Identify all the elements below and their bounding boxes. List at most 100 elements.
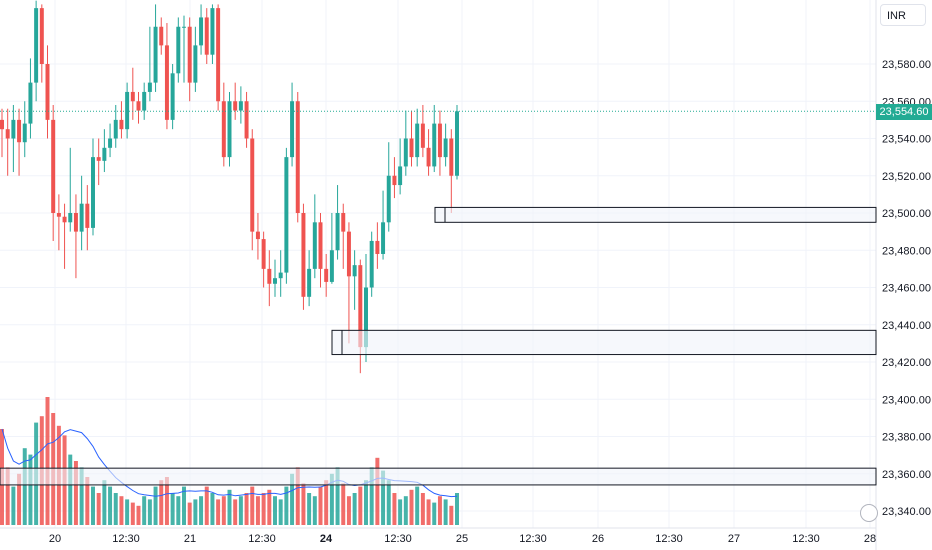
volume-bar [187,502,192,525]
time-tick-label: 12:30 [655,533,683,545]
candle [335,185,340,260]
volume-bar [227,489,232,525]
price-tick-label: 23,400.00 [882,394,931,406]
candle-body [443,138,448,158]
candle-body [79,203,84,232]
zone-rectangle[interactable] [434,206,877,223]
volume-bar [426,499,431,525]
time-tick-label: 12:30 [248,533,276,545]
price-tick-label: 23,340.00 [882,506,931,518]
candle [403,110,408,176]
candle-body [102,147,107,161]
candle-body [96,157,101,161]
volume-bar [386,480,391,525]
candle-body [369,240,374,288]
candle [426,129,431,176]
time-tick-label: 12:30 [384,533,412,545]
price-tick-label: 23,580.00 [882,59,931,71]
candle [22,101,27,158]
volume-bar [307,493,312,525]
candle [79,175,84,251]
candle [119,101,124,139]
time-tick-label: 12:30 [519,533,547,545]
candle-body [420,123,425,148]
volume-bar [443,499,448,525]
candle [221,82,226,167]
last-price-tag: 23,554.60 [876,104,932,120]
volume-bar [420,493,425,525]
candle-body [119,119,124,130]
candle [102,129,107,173]
candle [11,104,16,173]
time-axis[interactable]: 20 12:30 21 12:30 24 12:30 25 12:30 26 12:30 27 12:… [49,533,876,545]
candle-body [193,45,198,83]
candle [409,110,414,167]
volume-bar [17,473,22,525]
volume-bar [233,499,238,525]
volume-bar [341,483,346,525]
candle [267,250,272,307]
candle-body [0,119,4,130]
candle-body [17,119,22,143]
candle-body [335,213,340,251]
volume-bar [346,496,351,525]
volume-bar [437,496,442,525]
volume-bar [312,496,317,525]
candle-body [346,231,351,277]
candle-body [62,216,67,223]
candle-body [227,101,232,158]
candle [398,138,403,195]
candle-body [381,222,386,254]
volume-bar [193,499,198,525]
volume-bar [290,473,295,525]
candle [312,194,317,279]
price-tick-label: 23,520.00 [882,171,931,183]
volume-bar [136,505,141,525]
candle-body [216,8,221,102]
candle [238,86,243,124]
volume-bar [250,486,255,525]
volume-bar [381,470,386,525]
candle [39,4,44,83]
candle-body [22,123,27,143]
candle-body [341,213,346,232]
candle [73,194,78,279]
time-tick-label: 24 [320,533,333,545]
volume-bar [216,499,221,525]
time-tick-label: 25 [456,533,468,545]
volume-bar [119,496,124,525]
candle [301,203,306,310]
candle [233,82,238,120]
candle [45,45,50,139]
auto-scale-icon[interactable] [860,504,878,522]
zone-rectangle[interactable] [0,467,877,486]
candle-body [375,240,380,254]
candle [437,110,442,176]
candle-body [267,268,272,284]
candle [28,58,33,139]
currency-label[interactable]: INR [880,4,926,26]
volume-bar [170,493,175,525]
candle-body [392,175,397,186]
price-axis[interactable]: 23,340.00 23,360.00 23,380.00 23,400.00 23,4… [882,59,931,518]
volume-bar [255,496,260,525]
candle-body [28,82,33,124]
candle-body [221,101,226,158]
zone-rectangle[interactable] [331,329,877,356]
candle [216,4,221,111]
volume-bar [329,473,334,525]
time-tick-label: 26 [592,533,604,545]
volume-bar [398,499,403,525]
zone-rectangles[interactable] [0,206,877,486]
candle-body [415,123,420,158]
candle-body [318,222,323,269]
candle [56,194,61,251]
candle-body [187,26,192,83]
volume-bar [415,486,420,525]
volume-bar [182,486,186,525]
time-tick-label: 27 [728,533,740,545]
candle [386,142,391,232]
candle-body [329,250,334,282]
candle [420,104,425,158]
